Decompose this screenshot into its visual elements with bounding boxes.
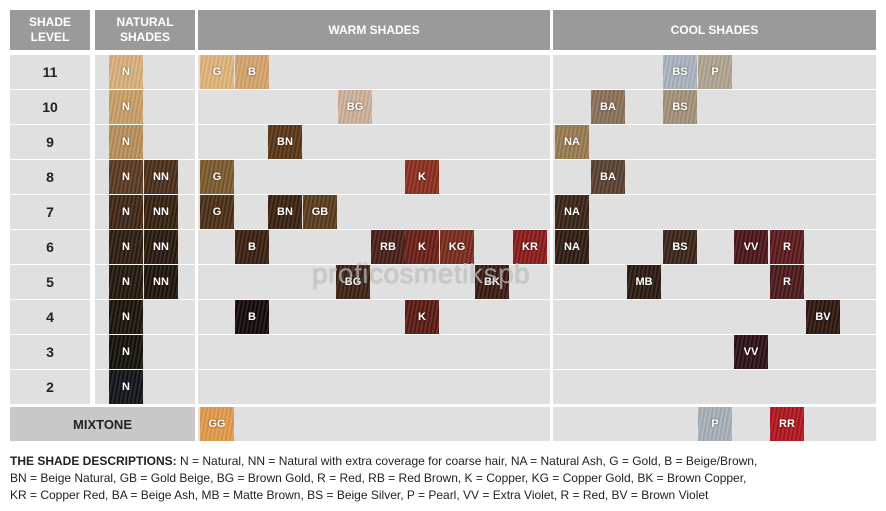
warm-band-level-9 xyxy=(198,125,550,159)
natural-swatch-10-n: N xyxy=(109,90,143,124)
level-label-6: 6 xyxy=(10,230,90,264)
warm-swatch-10-bg: BG xyxy=(338,90,372,124)
header-warm-shades-label: WARM SHADES xyxy=(328,22,420,37)
cool-swatch-4-bv: BV xyxy=(806,300,840,334)
header-cool-shades-label: COOL SHADES xyxy=(670,22,759,37)
cool-swatch-9-na: NA xyxy=(555,125,589,159)
warm-swatch-7-gb: GB xyxy=(303,195,337,229)
natural-swatch-3-n: N xyxy=(109,335,143,369)
cool-swatch-6-bs: BS xyxy=(663,230,697,264)
natural-swatch-4-n: N xyxy=(109,300,143,334)
warm-swatch-11-g: G xyxy=(200,55,234,89)
header-shade-level: SHADE LEVEL xyxy=(10,10,90,50)
mixtone-swatch-rr: RR xyxy=(770,407,804,441)
cool-swatch-10-bs: BS xyxy=(663,90,697,124)
level-label-5: 5 xyxy=(10,265,90,299)
warm-swatch-6-b: B xyxy=(235,230,269,264)
header-warm-shades: WARM SHADES xyxy=(198,10,550,50)
legend-line-3: KR = Copper Red, BA = Beige Ash, MB = Ma… xyxy=(10,488,709,502)
warm-band-level-2 xyxy=(198,370,550,404)
cool-band-level-9 xyxy=(553,125,876,159)
level-label-9: 9 xyxy=(10,125,90,159)
cool-swatch-3-vv: VV xyxy=(734,335,768,369)
header-natural-shades-label: NATURAL SHADES xyxy=(116,15,174,44)
warm-swatch-4-b: B xyxy=(235,300,269,334)
cool-swatch-5-mb: MB xyxy=(627,265,661,299)
warm-swatch-6-rb: RB xyxy=(371,230,405,264)
natural-swatch-5-nn: NN xyxy=(144,265,178,299)
natural-swatch-6-nn: NN xyxy=(144,230,178,264)
cool-band-level-7 xyxy=(553,195,876,229)
natural-swatch-6-n: N xyxy=(109,230,143,264)
cool-swatch-6-vv: VV xyxy=(734,230,768,264)
mixtone-swatch-p: P xyxy=(698,407,732,441)
warm-swatch-6-kr: KR xyxy=(513,230,547,264)
legend-line-2: BN = Beige Natural, GB = Gold Beige, BG … xyxy=(10,471,747,485)
natural-swatch-5-n: N xyxy=(109,265,143,299)
level-label-3: 3 xyxy=(10,335,90,369)
level-label-8: 8 xyxy=(10,160,90,194)
warm-swatch-4-k: K xyxy=(405,300,439,334)
warm-swatch-6-kg: KG xyxy=(440,230,474,264)
natural-swatch-8-n: N xyxy=(109,160,143,194)
cool-swatch-7-na: NA xyxy=(555,195,589,229)
natural-swatch-9-n: N xyxy=(109,125,143,159)
cool-swatch-8-ba: BA xyxy=(591,160,625,194)
cool-band-level-5 xyxy=(553,265,876,299)
level-label-11: 11 xyxy=(10,55,90,89)
legend-line-1: THE SHADE DESCRIPTIONS: N = Natural, NN … xyxy=(10,453,880,470)
level-label-4: 4 xyxy=(10,300,90,334)
natural-swatch-2-n: N xyxy=(109,370,143,404)
cool-swatch-10-ba: BA xyxy=(591,90,625,124)
natural-swatch-7-nn: NN xyxy=(144,195,178,229)
warm-swatch-8-g: G xyxy=(200,160,234,194)
header-cool-shades: COOL SHADES xyxy=(553,10,876,50)
legend-line-1-text: N = Natural, NN = Natural with extra cov… xyxy=(176,454,758,468)
cool-band-level-2 xyxy=(553,370,876,404)
header-natural-shades: NATURAL SHADES xyxy=(95,10,195,50)
mixtone-swatch-gg: GG xyxy=(200,407,234,441)
shade-descriptions-legend: THE SHADE DESCRIPTIONS: N = Natural, NN … xyxy=(10,453,880,504)
warm-swatch-7-g: G xyxy=(200,195,234,229)
warm-swatch-11-b: B xyxy=(235,55,269,89)
warm-band-level-8 xyxy=(198,160,550,194)
cool-swatch-5-r: R xyxy=(770,265,804,299)
warm-swatch-8-k: K xyxy=(405,160,439,194)
cool-band-level-3 xyxy=(553,335,876,369)
cool-swatch-11-bs: BS xyxy=(663,55,697,89)
warm-band-level-10 xyxy=(198,90,550,124)
warm-swatch-6-k: K xyxy=(405,230,439,264)
warm-band-level-7 xyxy=(198,195,550,229)
level-label-7: 7 xyxy=(10,195,90,229)
cool-band-level-6 xyxy=(553,230,876,264)
warm-band-level-3 xyxy=(198,335,550,369)
natural-swatch-8-nn: NN xyxy=(144,160,178,194)
warm-swatch-5-bg: BG xyxy=(336,265,370,299)
level-label-2: 2 xyxy=(10,370,90,404)
legend-title: THE SHADE DESCRIPTIONS: xyxy=(10,454,177,468)
header-shade-level-label: SHADE LEVEL xyxy=(28,15,71,44)
mixtone-label-text: MIXTONE xyxy=(73,416,132,432)
mixtone-label: MIXTONE xyxy=(10,407,195,441)
natural-swatch-7-n: N xyxy=(109,195,143,229)
cool-swatch-6-r: R xyxy=(770,230,804,264)
warm-swatch-9-bn: BN xyxy=(268,125,302,159)
mixtone-warm-band xyxy=(198,407,550,441)
cool-swatch-6-na: NA xyxy=(555,230,589,264)
cool-swatch-11-p: P xyxy=(698,55,732,89)
warm-swatch-7-bn: BN xyxy=(268,195,302,229)
natural-swatch-11-n: N xyxy=(109,55,143,89)
warm-swatch-5-bk: BK xyxy=(475,265,509,299)
level-label-10: 10 xyxy=(10,90,90,124)
